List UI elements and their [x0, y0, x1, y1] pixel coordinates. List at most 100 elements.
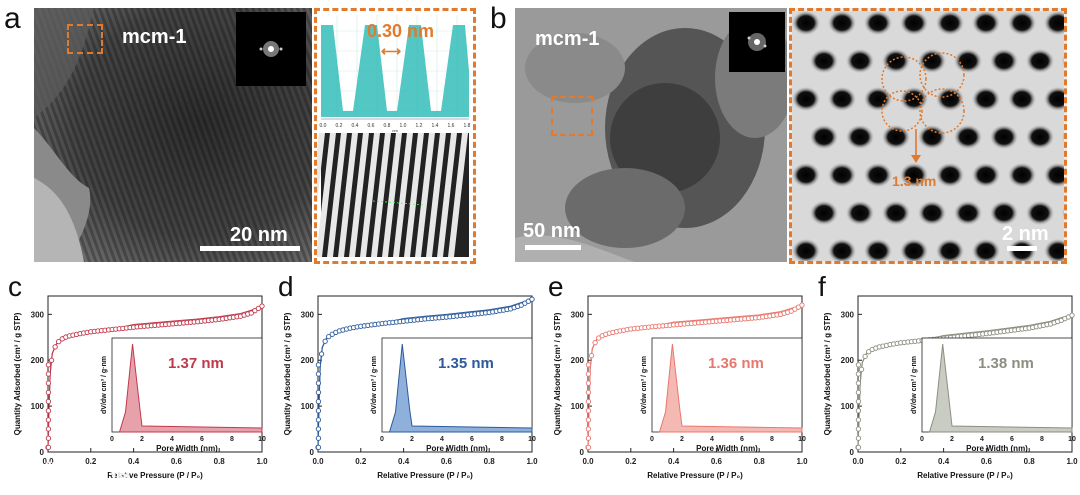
data-point [315, 408, 322, 414]
pore-dot [935, 11, 965, 36]
inset-x-axis-label: Pore Width (nm) [966, 444, 1028, 453]
lattice-fringe [327, 133, 347, 257]
inset-x-tick-label: 4 [170, 436, 174, 443]
data-point [855, 389, 862, 396]
pore-dot [971, 86, 1001, 112]
data-point [855, 408, 862, 414]
y-tick-label: 200 [571, 356, 585, 365]
x-tick-label: 1.0 [256, 457, 268, 466]
y-tick-label: 0 [310, 448, 315, 457]
pore-dot [953, 124, 983, 150]
inset-x-tick-label: 8 [500, 436, 504, 443]
panel-label-f: f [818, 271, 826, 302]
data-point [1069, 312, 1075, 318]
data-point [315, 380, 322, 386]
inset-x-tick-label: 0 [110, 436, 114, 443]
x-tick-label: 0.8 [754, 457, 766, 466]
data-point [326, 333, 332, 340]
x-axis-label: Relative Pressure (P / P₀) [917, 471, 1013, 480]
data-point [252, 308, 258, 314]
data-point [315, 371, 322, 377]
pore-dot [1043, 11, 1064, 36]
inset-y-axis-label: dV/dw cm³ / g·nm [371, 356, 378, 414]
pore-dot [1025, 48, 1055, 74]
inset-x-tick-label: 10 [1068, 436, 1076, 443]
watermark: 大数据文摘 [22, 462, 132, 484]
pore-dot [1025, 200, 1055, 226]
data-point [585, 362, 592, 368]
data-point [855, 380, 862, 386]
pore-dot [792, 162, 821, 188]
data-point [855, 444, 862, 451]
pore-dot [1025, 124, 1055, 150]
scale-label-a: 20 nm [230, 224, 288, 246]
tem-image-b: mcm-1 50 nm [515, 8, 787, 262]
x-tick-label: 1.0 [1066, 457, 1078, 466]
data-point [315, 435, 322, 441]
data-point [588, 352, 595, 359]
data-point [858, 366, 865, 373]
x-tick-label: 0.8 [1024, 457, 1036, 466]
inset-x-tick-label: 2 [950, 436, 954, 443]
spacing-label-a: 0.30 nm [367, 21, 435, 41]
data-point [585, 371, 592, 377]
pore-distribution-peak [388, 343, 533, 433]
profile-tick-label: 0.4 [352, 123, 359, 129]
data-point [315, 417, 322, 423]
data-point [592, 339, 598, 346]
y-tick-label: 300 [301, 310, 315, 319]
lattice-fringe [317, 133, 336, 257]
data-point [585, 389, 592, 396]
x-tick-label: 1.0 [796, 457, 808, 466]
pore-dot [1043, 162, 1064, 188]
pore-width-label: 1.36 nm [708, 355, 764, 372]
x-tick-label: 0.6 [711, 457, 723, 466]
line-profile-curve-a [321, 25, 469, 117]
data-point [855, 371, 862, 377]
data-point [52, 344, 58, 350]
isotherm-panel-d: d 0 100 200 300 0.0 0.2 0.4 0.6 0.8 1.0 Relative Pr… [270, 266, 540, 490]
y-axis-label: Quantity Adsorbed (cm³ / g STP) [553, 312, 562, 435]
data-point [585, 435, 592, 441]
x-tick-label: 0.4 [668, 457, 680, 466]
x-tick-label: 0.4 [938, 457, 950, 466]
y-tick-label: 100 [841, 402, 855, 411]
x-tick-label: 0.2 [895, 457, 907, 466]
lattice-fringe [426, 133, 446, 257]
pore-dot [989, 124, 1019, 150]
x-tick-label: 1.0 [526, 457, 538, 466]
pore-dot [935, 238, 965, 261]
pore-dot [971, 11, 1001, 36]
x-tick-label: 0.6 [441, 457, 453, 466]
data-point [799, 302, 805, 308]
pore-dot [1061, 205, 1064, 221]
pore-width-label: 1.37 nm [168, 355, 224, 372]
x-axis-label: Relative Pressure (P / P₀) [647, 471, 743, 480]
data-point [255, 305, 262, 312]
pore-dot [917, 200, 947, 226]
spacing-arrow-a: ⟷ [381, 43, 402, 59]
data-point [56, 339, 62, 345]
fft-inset-a [236, 12, 306, 86]
data-point [315, 389, 322, 396]
pore-dot [1007, 86, 1037, 112]
pore-dot [845, 200, 875, 226]
y-tick-label: 300 [841, 310, 855, 319]
inset-x-tick-label: 0 [380, 436, 384, 443]
inset-x-tick-label: 8 [1040, 436, 1044, 443]
inset-x-axis-label: Pore Width (nm) [696, 444, 758, 453]
data-point [45, 371, 52, 377]
data-point [315, 398, 322, 405]
profile-tick-label: 1.8 [464, 123, 471, 129]
pore-dot [935, 86, 965, 112]
pore-dot [827, 238, 857, 261]
y-tick-label: 200 [301, 356, 315, 365]
x-tick-label: 0.8 [484, 457, 496, 466]
pore-dot [863, 11, 893, 36]
lattice-fringe [437, 133, 457, 257]
data-point [248, 310, 254, 316]
profile-tick-label: 0.8 [384, 123, 391, 129]
lattice-fringe [415, 133, 435, 257]
y-tick-label: 200 [841, 356, 855, 365]
pore-dot [845, 124, 875, 150]
